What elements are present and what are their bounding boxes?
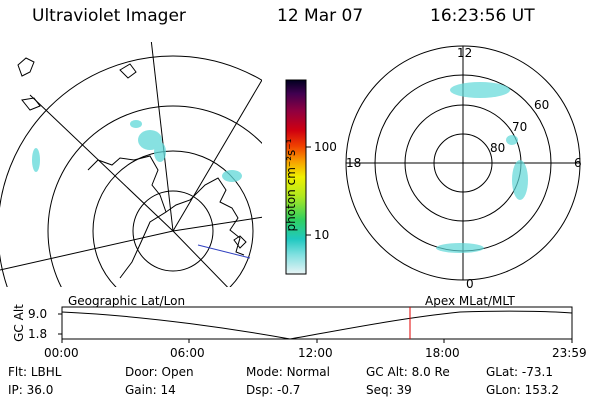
satellite-track (197, 244, 251, 259)
geo-lat-circle (47, 105, 262, 287)
time-tick-label: 18:00 (425, 346, 460, 360)
geo-lat-circle (0, 55, 262, 287)
status-dsp: Dsp: -0.7 (246, 383, 301, 397)
lat-label-70: 70 (512, 120, 528, 134)
instrument-title: Ultraviolet Imager (32, 6, 186, 26)
lat-label-60: 60 (534, 98, 550, 112)
time-tick-label: 12:00 (298, 346, 333, 360)
status-door: Door: Open (125, 365, 194, 379)
status-glat: GLat: -73.1 (486, 365, 553, 379)
coastline (21, 97, 41, 111)
observation-time: 16:23:56 UT (430, 6, 535, 26)
status-seq: Seq: 39 (366, 383, 412, 397)
colorbar-tick-label: 10 (314, 228, 330, 242)
status-ip: IP: 36.0 (8, 383, 54, 397)
colorbar (285, 79, 307, 275)
colorbar-tick-label: 100 (314, 140, 337, 154)
altitude-tick-label: 9.0 (28, 307, 48, 321)
geo-meridian (172, 230, 229, 287)
mlt-label-12: 12 (457, 46, 473, 60)
time-tick-label: 23:59 (552, 346, 587, 360)
altitude-axis-label: GC Alt (12, 304, 26, 342)
coastline (119, 63, 137, 79)
status-mode: Mode: Normal (246, 365, 330, 379)
aurora-emission-right (436, 82, 528, 253)
geo-lat-circle (92, 150, 254, 287)
mlt-label-0: 0 (466, 277, 474, 291)
altitude-curve (61, 310, 573, 340)
geo-meridian (172, 216, 262, 232)
geo-meridian (150, 42, 174, 232)
time-tick-label: 06:00 (170, 346, 205, 360)
timeline-left-title: Geographic Lat/Lon (68, 294, 186, 308)
mlt-label-18: 18 (346, 156, 362, 170)
coastline (17, 57, 35, 77)
geo-meridian (0, 230, 174, 271)
colorbar-label: photon cm⁻²s⁻¹ (284, 138, 298, 232)
geographic-map (0, 42, 262, 287)
altitude-tick-label: 1.8 (28, 327, 48, 341)
lat-label-80: 80 (490, 141, 506, 155)
coastline (233, 235, 247, 249)
time-tick-label: 00:00 (44, 346, 79, 360)
observation-date: 12 Mar 07 (277, 6, 364, 26)
geo-lat-circle (132, 190, 214, 272)
geo-meridian (29, 94, 174, 232)
coastline (87, 155, 245, 279)
status-glon: GLon: 153.2 (486, 383, 559, 397)
mlt-label-6: 6 (574, 156, 582, 170)
aurora-emission-left (32, 120, 242, 182)
status-gain: Gain: 14 (125, 383, 176, 397)
status-gc-alt: GC Alt: 8.0 Re (366, 365, 450, 379)
geo-meridian (172, 79, 262, 232)
timeline-right-title: Apex MLat/MLT (425, 294, 515, 308)
status-filter: Flt: LBHL (8, 365, 62, 379)
